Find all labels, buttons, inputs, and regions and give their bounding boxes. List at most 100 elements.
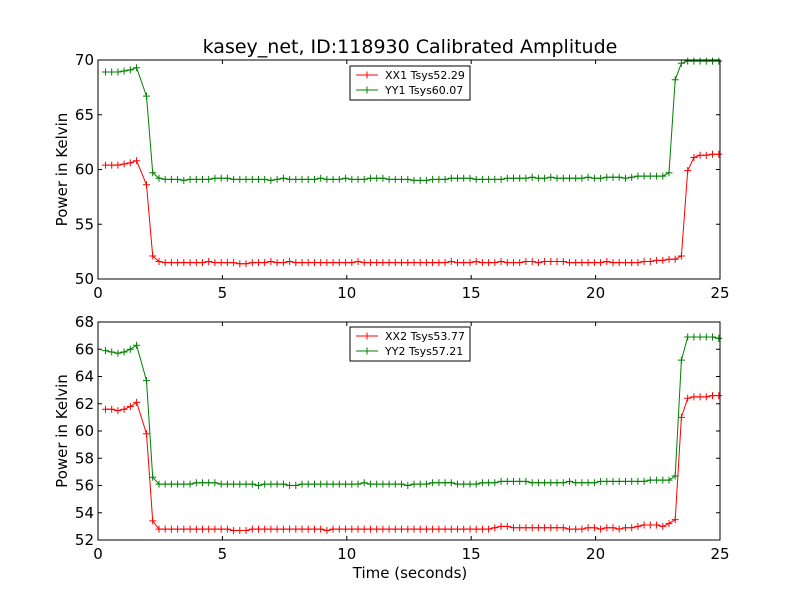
data-point xyxy=(102,68,109,76)
data-point xyxy=(422,525,430,533)
data-point xyxy=(541,258,549,265)
data-point xyxy=(429,175,437,183)
data-point xyxy=(248,525,256,533)
data-point xyxy=(447,258,455,265)
x-tick-label: 5 xyxy=(218,545,228,563)
data-point xyxy=(615,173,623,181)
data-point xyxy=(497,258,505,265)
data-point xyxy=(192,479,200,487)
data-point xyxy=(304,259,312,267)
data-point xyxy=(410,176,418,184)
data-point xyxy=(510,477,517,485)
data-point xyxy=(391,525,399,533)
data-point xyxy=(677,356,685,364)
data-point xyxy=(615,477,623,485)
data-point xyxy=(454,525,461,533)
legend-1: XX2 Tsys53.77 YY2 Tsys57.21 xyxy=(349,326,471,362)
data-point xyxy=(709,150,716,158)
data-point xyxy=(317,525,325,533)
data-point xyxy=(522,524,530,532)
data-point xyxy=(205,258,213,265)
data-point xyxy=(360,479,368,487)
data-point xyxy=(665,255,673,263)
data-point xyxy=(223,259,231,267)
data-point xyxy=(385,480,393,488)
data-point xyxy=(646,521,654,529)
data-point xyxy=(161,525,169,533)
data-point xyxy=(578,525,586,533)
data-point xyxy=(659,522,667,530)
y-tick-label: 68 xyxy=(75,313,94,331)
x-tick-label: 20 xyxy=(586,284,605,302)
data-point xyxy=(149,169,157,177)
data-point xyxy=(534,174,542,182)
data-point xyxy=(578,479,586,487)
data-point xyxy=(578,174,586,182)
y-tick-label: 60 xyxy=(75,422,94,440)
data-point xyxy=(640,172,648,180)
x-tick-label: 0 xyxy=(93,545,103,563)
data-point xyxy=(133,64,141,72)
data-point xyxy=(603,258,611,265)
legend-swatch xyxy=(356,347,378,355)
data-point xyxy=(230,175,238,183)
data-point xyxy=(143,92,150,100)
data-point xyxy=(503,259,511,267)
data-point xyxy=(273,175,281,183)
data-point xyxy=(653,256,661,264)
data-point xyxy=(422,480,430,488)
y-tick-label: 52 xyxy=(75,531,94,549)
data-point xyxy=(205,175,213,183)
data-point xyxy=(590,524,598,532)
data-point xyxy=(211,479,219,487)
data-point xyxy=(329,480,337,488)
data-point xyxy=(460,174,468,182)
legend-box xyxy=(349,65,471,101)
data-point xyxy=(329,259,337,267)
data-point xyxy=(342,259,350,267)
data-point xyxy=(597,525,605,533)
data-point xyxy=(684,167,692,175)
data-point xyxy=(690,154,698,161)
data-point xyxy=(398,259,405,267)
data-point xyxy=(454,480,461,488)
data-point xyxy=(108,161,116,169)
data-point xyxy=(180,176,188,184)
data-point xyxy=(174,259,182,267)
data-point xyxy=(242,480,250,488)
data-point xyxy=(634,522,642,530)
data-point xyxy=(267,525,275,533)
data-point xyxy=(646,476,654,484)
data-point xyxy=(223,480,231,488)
data-point xyxy=(566,174,573,182)
data-point xyxy=(584,173,592,181)
legend-swatch xyxy=(356,86,378,94)
data-point xyxy=(671,76,679,84)
data-point xyxy=(715,392,723,400)
y-axis-label-1: Power in Kelvin xyxy=(53,374,71,488)
data-point xyxy=(696,151,704,159)
data-point xyxy=(211,525,219,533)
data-point xyxy=(460,480,468,488)
data-point xyxy=(286,258,294,265)
data-point xyxy=(491,175,499,183)
data-point xyxy=(286,525,294,533)
data-point xyxy=(385,259,393,267)
data-point xyxy=(230,259,238,267)
data-point xyxy=(167,259,175,267)
x-tick-label: 25 xyxy=(710,284,729,302)
data-point xyxy=(696,57,704,65)
x-tick-label: 15 xyxy=(462,284,481,302)
legend-swatch xyxy=(356,71,378,79)
data-point xyxy=(634,477,642,485)
data-point xyxy=(590,479,598,487)
data-point xyxy=(236,527,244,534)
data-point xyxy=(255,259,262,267)
data-point xyxy=(528,479,536,487)
data-point xyxy=(379,525,387,533)
x-tick-label: 0 xyxy=(93,284,103,302)
data-point xyxy=(485,259,493,267)
data-point xyxy=(485,175,493,183)
data-point xyxy=(447,174,455,182)
data-point xyxy=(447,525,455,533)
